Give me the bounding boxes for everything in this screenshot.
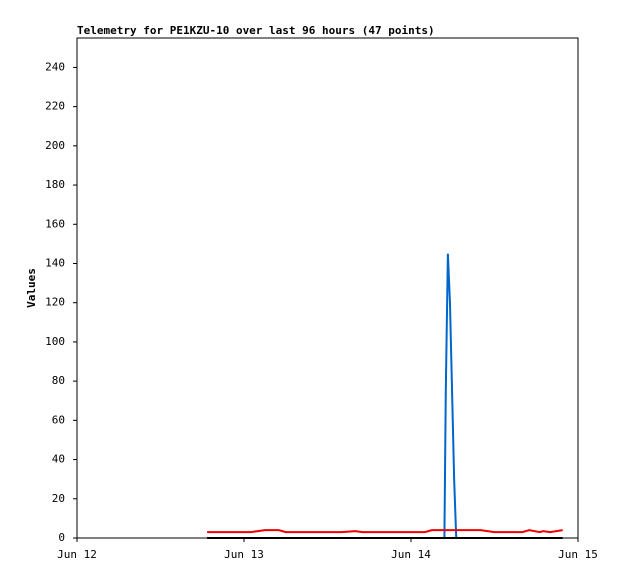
plot-frame — [76, 37, 579, 539]
x-tick-label: Jun 14 — [391, 548, 431, 561]
y-tick-label: 80 — [52, 374, 65, 387]
chart-title: Telemetry for PE1KZU-10 over last 96 hou… — [77, 24, 435, 37]
y-tick-label: 220 — [45, 100, 65, 113]
y-tick-label: 60 — [52, 413, 65, 426]
y-tick-label: 180 — [45, 178, 65, 191]
y-tick-label: 200 — [45, 139, 65, 152]
x-tick-label: Jun 13 — [224, 548, 264, 561]
y-tick-label: 0 — [58, 531, 65, 544]
y-tick-label: 160 — [45, 217, 65, 230]
y-tick-label: 40 — [52, 453, 65, 466]
y-tick-label: 100 — [45, 335, 65, 348]
x-tick-label: Jun 12 — [57, 548, 97, 561]
y-tick-label: 20 — [52, 492, 65, 505]
y-tick-label: 240 — [45, 60, 65, 73]
y-tick-label: 120 — [45, 296, 65, 309]
y-axis-label: Values — [25, 268, 38, 308]
x-tick-label: Jun 15 — [558, 548, 598, 561]
y-tick-label: 140 — [45, 256, 65, 269]
series-line — [207, 529, 563, 534]
